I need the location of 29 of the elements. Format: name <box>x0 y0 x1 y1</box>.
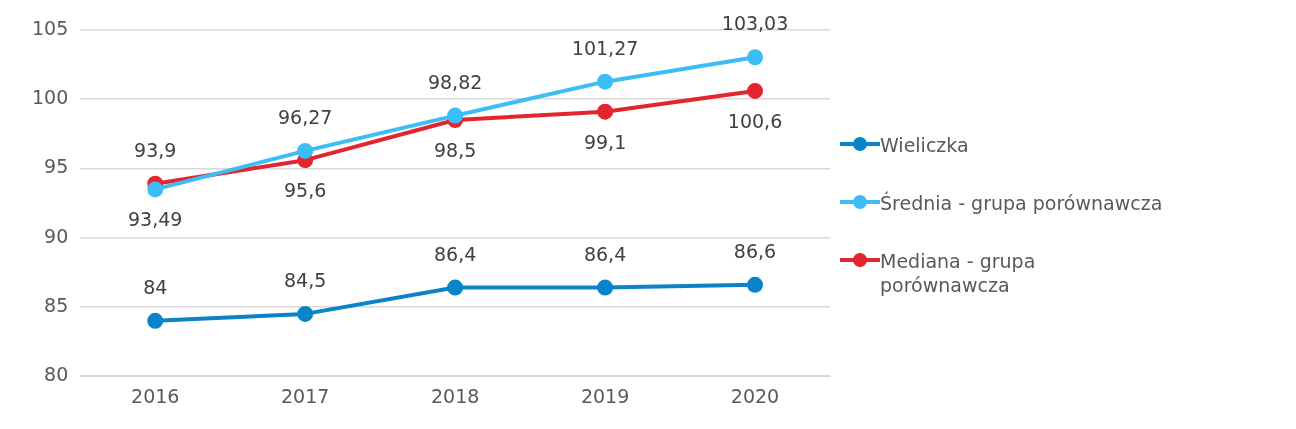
y-tick-label: 90 <box>44 224 69 247</box>
y-tick-label: 100 <box>32 86 69 109</box>
legend-label: Wieliczka <box>880 132 970 157</box>
y-tick-label: 85 <box>44 293 69 316</box>
x-tick-label: 2017 <box>281 384 330 407</box>
legend-label: Mediana - grupa porównawcza <box>880 248 1037 297</box>
data-label: 95,6 <box>284 179 327 202</box>
x-tick-label: 2016 <box>131 384 180 407</box>
y-tick-label: 80 <box>44 363 69 386</box>
data-label: 100,6 <box>727 109 783 132</box>
data-label: 86,4 <box>583 242 627 265</box>
data-label: 99,1 <box>583 130 627 153</box>
data-label: 93,9 <box>134 138 177 161</box>
data-label: 93,49 <box>128 208 183 231</box>
data-label: 84 <box>143 275 168 298</box>
y-tick-label: 95 <box>44 155 69 178</box>
legend-label: Średnia - grupa porównawcza <box>880 190 1164 215</box>
x-tick-label: 2018 <box>430 384 480 407</box>
data-label: 98,5 <box>433 138 477 161</box>
x-tick-label: 2019 <box>580 384 630 407</box>
data-label: 86,4 <box>433 242 477 265</box>
y-tick-label: 105 <box>32 16 69 39</box>
data-label: 86,6 <box>733 239 777 262</box>
data-label: 84,5 <box>284 268 327 291</box>
data-label: 103,03 <box>721 12 789 35</box>
data-label: 98,82 <box>427 70 483 93</box>
data-label: 101,27 <box>571 36 639 59</box>
x-tick-label: 2020 <box>730 384 780 407</box>
data-label: 96,27 <box>277 105 333 128</box>
